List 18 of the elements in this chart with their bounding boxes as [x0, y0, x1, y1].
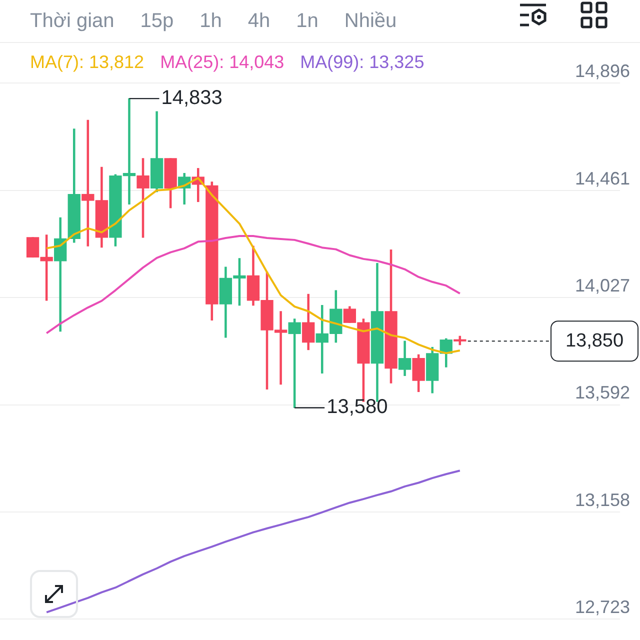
text: 1h	[200, 10, 222, 32]
text: 15p	[140, 10, 174, 32]
text: MA(7): 13,812	[30, 52, 144, 73]
annotation: 14,833	[161, 87, 222, 110]
text: MA(25): 14,043	[160, 52, 284, 73]
y-tick-label: 13,592	[574, 382, 630, 403]
y-tick-label: 12,723	[574, 597, 630, 618]
ref-line-label: 13,850	[565, 330, 624, 352]
text: 1n	[296, 10, 318, 32]
text: Nhiều	[344, 10, 397, 32]
text: MA(99): 13,325	[300, 52, 424, 73]
y-tick-label: 13,158	[574, 490, 630, 510]
annotation: 13,580	[326, 396, 388, 418]
text: 4h	[248, 10, 270, 32]
text: Thời gian	[30, 10, 114, 32]
y-tick-label: 14,461	[574, 168, 630, 188]
y-tick-label: 14,896	[574, 60, 630, 81]
y-tick-label: 14,027	[574, 275, 630, 296]
